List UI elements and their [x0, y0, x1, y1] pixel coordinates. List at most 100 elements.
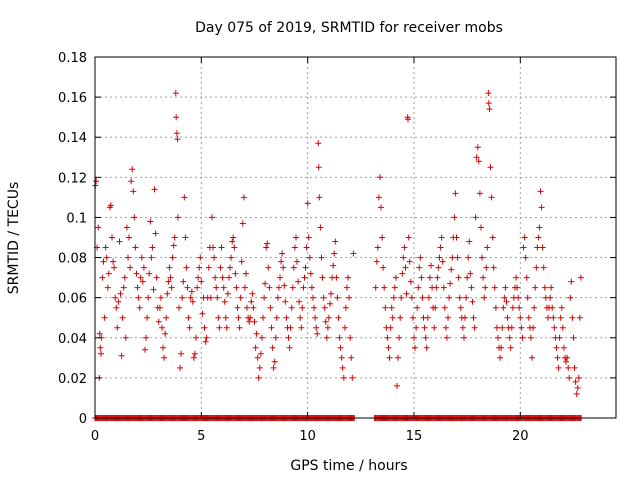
data-point	[380, 264, 387, 271]
data-point	[437, 244, 444, 251]
data-point	[407, 278, 414, 285]
data-point	[113, 304, 120, 311]
data-point	[263, 244, 270, 251]
data-point	[237, 294, 244, 301]
data-point	[163, 314, 170, 321]
data-point	[462, 314, 468, 321]
data-point	[391, 284, 398, 291]
data-point	[99, 274, 106, 281]
data-point	[515, 294, 522, 301]
data-point	[499, 324, 506, 331]
data-point	[457, 304, 464, 311]
data-point	[149, 244, 156, 251]
data-point	[252, 344, 259, 351]
data-point	[166, 264, 173, 271]
data-point	[400, 254, 407, 261]
data-point	[547, 294, 554, 301]
data-point	[315, 164, 322, 171]
data-point	[226, 274, 232, 281]
data-point	[388, 304, 395, 311]
data-point	[570, 334, 577, 341]
data-point	[455, 274, 462, 281]
data-point	[431, 324, 438, 331]
data-point	[559, 324, 566, 331]
data-point	[112, 294, 119, 301]
data-point	[96, 330, 103, 337]
data-point	[210, 244, 216, 251]
data-point	[220, 284, 227, 291]
x-tick-label: 0	[91, 429, 99, 444]
data-point	[553, 344, 560, 351]
data-point	[574, 384, 581, 391]
data-point	[395, 354, 401, 361]
tick-labels: 0 0.02 0.04 0.06 0.08 0.1 0.12 0.14 0.16 0.18 0 5 10…	[58, 51, 529, 444]
data-point	[349, 374, 356, 381]
data-point	[293, 234, 299, 241]
x-tick-label: 15	[406, 429, 423, 444]
data-point	[189, 298, 196, 305]
data-point	[523, 274, 530, 281]
data-point	[110, 258, 117, 265]
data-point	[331, 250, 338, 257]
data-point	[265, 264, 272, 271]
data-point	[275, 284, 282, 291]
data-point	[478, 224, 484, 231]
data-point	[93, 178, 100, 185]
data-point	[130, 188, 137, 195]
data-point	[103, 254, 110, 261]
data-point	[488, 194, 495, 201]
data-point	[495, 334, 501, 341]
data-point	[328, 290, 334, 297]
data-point	[231, 244, 238, 251]
data-point	[525, 314, 532, 321]
data-point	[482, 284, 489, 291]
data-point	[97, 344, 104, 351]
data-point	[375, 194, 382, 201]
data-point	[436, 254, 443, 261]
data-point	[491, 284, 498, 291]
data-point	[425, 294, 432, 301]
data-point	[117, 290, 124, 297]
data-point	[202, 338, 209, 345]
data-point	[205, 264, 212, 271]
data-point	[568, 278, 575, 285]
data-point	[182, 234, 189, 241]
data-point	[513, 274, 520, 281]
data-point	[507, 344, 514, 351]
data-point	[399, 270, 406, 277]
data-point	[538, 204, 545, 211]
data-point	[230, 234, 237, 241]
data-point	[247, 314, 254, 321]
data-point	[500, 304, 507, 311]
data-point	[256, 364, 263, 371]
data-point	[412, 344, 418, 351]
data-point	[469, 298, 476, 305]
y-axis-label: SRMTID / TECUs	[6, 182, 22, 295]
data-point	[172, 90, 179, 97]
data-point	[334, 294, 341, 301]
data-point	[483, 264, 490, 271]
data-point	[441, 304, 448, 311]
data-point	[153, 274, 160, 281]
data-point	[125, 254, 131, 261]
data-point	[283, 314, 290, 321]
data-point	[461, 334, 467, 341]
data-point	[443, 334, 450, 341]
data-point	[277, 274, 283, 281]
data-point	[246, 318, 253, 325]
data-point	[545, 314, 551, 321]
data-point	[518, 324, 525, 331]
data-point	[347, 334, 354, 341]
axis-ticks	[94, 56, 616, 419]
data-point	[517, 314, 524, 321]
data-point	[132, 244, 139, 251]
data-point	[229, 238, 236, 245]
data-point	[448, 266, 455, 273]
data-point	[571, 364, 578, 371]
data-point	[470, 314, 477, 321]
data-point	[381, 284, 388, 291]
data-point	[273, 314, 280, 321]
data-point	[301, 274, 308, 281]
data-point	[270, 364, 277, 371]
grid	[95, 57, 616, 418]
